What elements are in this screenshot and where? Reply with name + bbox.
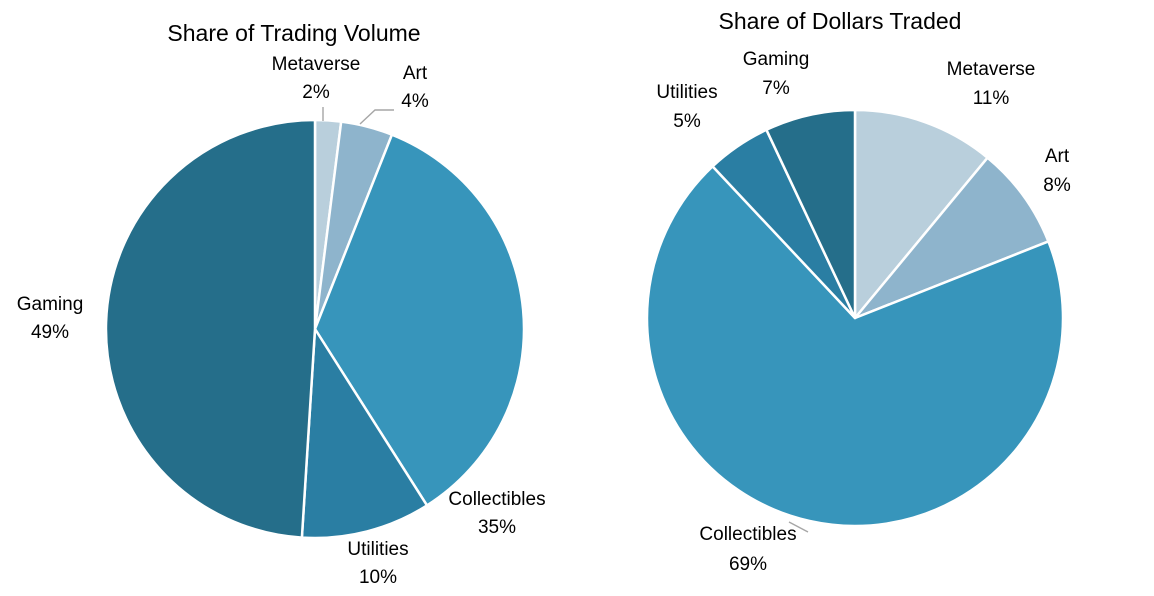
- slice-label-utilities: Utilities 10%: [347, 539, 408, 588]
- pie-slices: [104, 118, 526, 540]
- slice-name: Metaverse: [947, 59, 1036, 80]
- leader-line-collectibles: [788, 521, 809, 533]
- pie-slice-gaming: [104, 118, 317, 539]
- slice-percent: 5%: [673, 111, 701, 132]
- slice-name: Utilities: [347, 539, 408, 560]
- slice-label-metaverse: Metaverse 11%: [947, 59, 1036, 109]
- slice-label-gaming: Gaming 7%: [743, 49, 810, 99]
- leader-line-art: [359, 109, 394, 125]
- slice-name: Gaming: [17, 294, 84, 315]
- slice-percent: 7%: [762, 78, 790, 99]
- slice-percent: 2%: [302, 82, 330, 103]
- slice-label-collectibles: Collectibles 35%: [448, 489, 545, 538]
- slice-percent: 35%: [478, 517, 516, 538]
- slice-percent: 10%: [359, 567, 397, 588]
- slice-percent: 49%: [31, 322, 69, 343]
- slice-name: Gaming: [743, 49, 810, 70]
- chart-title: Share of Dollars Traded: [719, 8, 962, 34]
- slice-percent: 8%: [1043, 175, 1071, 196]
- pie-slice-collectibles: [645, 165, 1065, 528]
- pie-slices: [645, 108, 1065, 528]
- slice-label-art: Art 4%: [401, 63, 429, 112]
- pie-slice-gaming: [765, 108, 857, 320]
- slice-label-collectibles: Collectibles 69%: [699, 524, 796, 575]
- pie-slice-utilities: [300, 327, 429, 540]
- slice-name: Collectibles: [699, 524, 796, 545]
- dollars-traded-pie-chart: Share of Dollars Traded Metaverse 11% Ar…: [645, 8, 1071, 575]
- slice-percent: 11%: [973, 88, 1010, 109]
- slice-name: Collectibles: [448, 489, 545, 510]
- slice-name: Metaverse: [272, 54, 361, 75]
- slice-percent: 69%: [729, 554, 767, 575]
- pie-slice-metaverse: [853, 108, 989, 320]
- slice-label-art: Art 8%: [1043, 146, 1071, 196]
- slice-percent: 4%: [401, 91, 429, 112]
- chart-title: Share of Trading Volume: [167, 20, 420, 46]
- slice-label-utilities: Utilities 5%: [656, 82, 717, 132]
- trading-volume-pie-chart: Share of Trading Volume Metaverse 2% Art…: [17, 20, 546, 588]
- pie-slice-art: [853, 156, 1050, 320]
- slice-label-gaming: Gaming 49%: [17, 294, 84, 343]
- pie-slice-collectibles: [313, 133, 526, 507]
- slice-name: Art: [1045, 146, 1070, 167]
- slice-name: Art: [403, 63, 428, 84]
- slice-label-metaverse: Metaverse 2%: [272, 54, 361, 103]
- slice-name: Utilities: [656, 82, 717, 103]
